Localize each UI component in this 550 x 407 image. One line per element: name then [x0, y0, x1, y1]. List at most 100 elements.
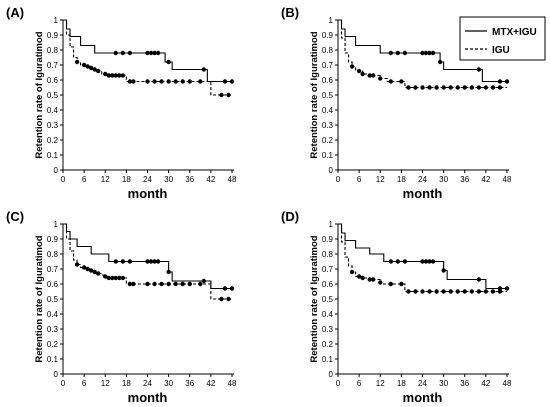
x-tick-label: 6: [357, 175, 362, 184]
censor-mark-mtx-igu: [388, 50, 394, 56]
x-tick-label: 24: [418, 379, 427, 388]
censor-mark-mtx-igu: [155, 50, 161, 56]
x-tick-label: 24: [418, 175, 427, 184]
x-tick-label: 0: [336, 379, 341, 388]
x-tick-label: 6: [82, 379, 87, 388]
x-axis-title: month: [403, 186, 443, 201]
x-tick-label: 36: [460, 379, 469, 388]
censor-mark-igu: [399, 281, 404, 287]
x-tick-label: 48: [228, 379, 237, 388]
y-tick-label: 0.1: [47, 355, 59, 364]
x-tick-label: 24: [143, 379, 152, 388]
censor-mark-mtx-igu: [127, 50, 133, 56]
censor-mark-igu: [173, 281, 178, 287]
censor-mark-igu: [74, 59, 80, 65]
x-tick-label: 12: [376, 175, 385, 184]
censor-mark-igu: [92, 269, 97, 275]
censor-mark-igu: [103, 71, 108, 77]
censor-mark-igu: [81, 265, 87, 270]
censor-mark-igu: [399, 79, 404, 84]
panel-B: (B) 0 0.1 0.2 0.3 0.4 0.5 0.6 0.7 0.8 0.9 1 0 6 12 18 24…: [281, 5, 546, 201]
censor-mark-mtx-igu: [395, 259, 401, 264]
censor-mark-igu: [367, 73, 372, 78]
censor-mark-igu: [406, 85, 411, 90]
y-tick-label: 0.4: [47, 106, 59, 115]
y-tick-label: 0: [54, 370, 59, 379]
censor-mark-igu: [187, 79, 192, 84]
x-tick-label: 42: [481, 175, 490, 184]
censor-mark-mtx-igu: [113, 50, 119, 56]
x-tick-label: 30: [439, 175, 448, 184]
legend-label: MTX+IGU: [492, 27, 537, 38]
censor-mark-igu: [88, 65, 94, 71]
y-tick-label: 0.8: [47, 250, 59, 259]
x-tick-label: 30: [164, 175, 173, 184]
censor-mark-mtx-igu: [402, 50, 408, 56]
censor-mark-igu: [110, 275, 115, 281]
y-tick-label: 0: [329, 166, 334, 175]
y-tick-label: 0.4: [47, 310, 59, 319]
series-line-igu: [338, 223, 507, 293]
censor-mark-igu: [131, 79, 136, 84]
y-tick-label: 0.8: [322, 46, 334, 55]
y-axis-title: Retention rate of Iguratimod: [34, 235, 45, 362]
censor-mark-mtx-igu: [430, 259, 436, 264]
censor-mark-mtx-igu: [145, 259, 150, 264]
censor-mark-igu: [476, 85, 482, 90]
censor-mark-igu: [226, 296, 231, 302]
censor-mark-igu: [117, 275, 122, 281]
censor-mark-igu: [434, 289, 439, 294]
censor-mark-igu: [360, 71, 365, 77]
censor-mark-igu: [120, 73, 126, 78]
censor-mark-igu: [85, 64, 90, 69]
censor-mark-mtx-igu: [437, 59, 443, 65]
series-line-mtx-igu: [338, 19, 507, 83]
censor-mark-igu: [490, 289, 496, 294]
censor-mark-igu: [88, 268, 94, 273]
y-tick-label: 0.6: [322, 76, 334, 85]
censor-mark-igu: [483, 85, 489, 90]
y-tick-label: 0.7: [47, 265, 59, 274]
y-tick-label: 1: [54, 220, 59, 229]
series-line-mtx-igu: [63, 19, 232, 83]
censor-mark-mtx-igu: [229, 286, 235, 291]
y-tick-label: 0.3: [322, 121, 334, 130]
y-tick-label: 0.5: [322, 295, 334, 304]
censor-mark-mtx-igu: [152, 259, 157, 264]
censor-mark-igu: [117, 73, 122, 78]
y-tick-label: 0.1: [322, 355, 334, 364]
censor-mark-mtx-igu: [420, 50, 425, 56]
y-tick-label: 0.5: [47, 91, 59, 100]
x-tick-label: 6: [357, 379, 362, 388]
y-tick-label: 0.2: [47, 136, 59, 145]
series-line-mtx-igu: [63, 223, 232, 290]
x-tick-label: 18: [397, 175, 406, 184]
x-tick-label: 42: [481, 379, 490, 388]
legend: MTX+IGU IGU: [459, 16, 546, 61]
censor-mark-igu: [378, 76, 383, 81]
censor-mark-mtx-igu: [504, 79, 510, 84]
x-tick-label: 18: [397, 379, 406, 388]
censor-mark-mtx-igu: [441, 268, 446, 273]
censor-mark-mtx-igu: [423, 259, 429, 264]
censor-mark-igu: [469, 85, 474, 90]
panel-D: (D) 0 0.1 0.2 0.3 0.4 0.5 0.6 0.7 0.8 0.9 1 0 6 12 18 24…: [281, 209, 512, 405]
censor-mark-igu: [92, 67, 97, 72]
censor-mark-mtx-igu: [402, 259, 408, 264]
y-tick-label: 0.6: [322, 280, 334, 289]
censor-mark-igu: [483, 289, 489, 294]
y-tick-label: 0.9: [322, 31, 334, 40]
censor-mark-igu: [180, 281, 185, 287]
x-tick-label: 6: [82, 175, 87, 184]
y-tick-label: 0.1: [322, 151, 334, 160]
censor-mark-mtx-igu: [222, 286, 228, 291]
panel-A: (A) 0 0.1 0.2 0.3 0.4 0.5 0.6 0.7 0.8 0.9 1 0 6 12 18 24…: [6, 5, 237, 201]
censor-mark-igu: [219, 92, 224, 98]
censor-mark-mtx-igu: [430, 50, 436, 56]
x-axis-title: month: [403, 390, 443, 405]
censor-mark-igu: [113, 73, 119, 78]
x-tick-label: 36: [185, 175, 194, 184]
censor-mark-mtx-igu: [201, 67, 207, 72]
censor-mark-igu: [356, 68, 362, 74]
y-tick-label: 0.3: [47, 121, 59, 130]
